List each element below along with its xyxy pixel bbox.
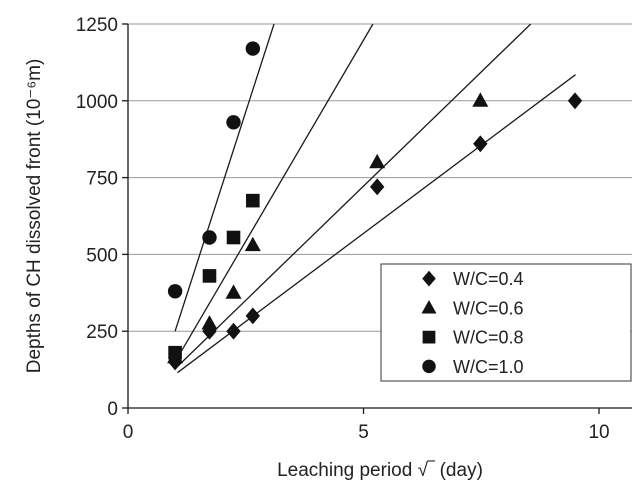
y-tick-label-1250: 1250 — [76, 15, 118, 36]
legend-label-3: W/C=0.8 — [453, 328, 524, 348]
x-tick-label-10: 10 — [588, 422, 609, 443]
y-tick-label-1000: 1000 — [76, 92, 118, 113]
data-point-s4-3 — [226, 115, 241, 130]
data-point-s3-4 — [246, 193, 260, 208]
data-point-s4-2 — [202, 230, 217, 245]
x-axis-title: Leaching period √‾ (day) — [277, 460, 483, 481]
y-tick-label-500: 500 — [86, 245, 118, 266]
fit-line-4 — [174, 24, 275, 332]
data-point-s2-5 — [369, 153, 386, 169]
fit-line-2 — [177, 24, 532, 367]
legend-label-4: W/C=1.0 — [453, 357, 524, 377]
data-point-s2-2 — [201, 315, 218, 330]
data-point-s1-2 — [202, 322, 217, 340]
legend-marker-1 — [422, 270, 436, 287]
data-point-s1-5 — [369, 178, 385, 196]
x-tick-label-5: 5 — [358, 422, 369, 443]
marker-layer — [167, 41, 583, 371]
axes-layer: 0 250 500 750 1000 1250 0 5 10 — [76, 15, 632, 443]
x-tick-label-0: 0 — [123, 422, 134, 443]
y-axis-title: Depths of CH dissolved front (10⁻⁶m) — [24, 59, 45, 374]
data-point-s1-4 — [245, 307, 261, 325]
data-point-s4-4 — [245, 41, 261, 56]
fit-line-1 — [177, 74, 576, 374]
data-point-s3-3 — [226, 230, 241, 245]
data-point-s1-6 — [473, 135, 488, 153]
data-point-s2-6 — [472, 92, 489, 107]
legend: W/C=0.4 W/C=0.6 W/C=0.8 W/C=1.0 — [380, 263, 632, 382]
data-point-s1-7 — [567, 92, 583, 110]
data-point-s1-3 — [226, 322, 241, 340]
y-tick-label-0: 0 — [107, 399, 118, 420]
legend-marker-2 — [421, 300, 437, 314]
data-point-s3-1 — [168, 345, 182, 360]
data-point-s4-1 — [167, 284, 183, 299]
fit-line-layer — [174, 24, 576, 374]
legend-marker-4 — [422, 359, 436, 374]
legend-marker-3 — [422, 330, 436, 344]
data-point-s2-3 — [225, 284, 242, 299]
legend-box — [380, 263, 632, 382]
legend-label-1: W/C=0.4 — [453, 269, 524, 289]
y-tick-label-750: 750 — [86, 169, 118, 190]
y-tick-label-250: 250 — [86, 322, 118, 343]
data-point-s3-2 — [202, 269, 217, 283]
legend-label-2: W/C=0.6 — [453, 298, 524, 318]
data-point-s2-4 — [244, 236, 261, 252]
fit-line-3 — [174, 24, 374, 363]
